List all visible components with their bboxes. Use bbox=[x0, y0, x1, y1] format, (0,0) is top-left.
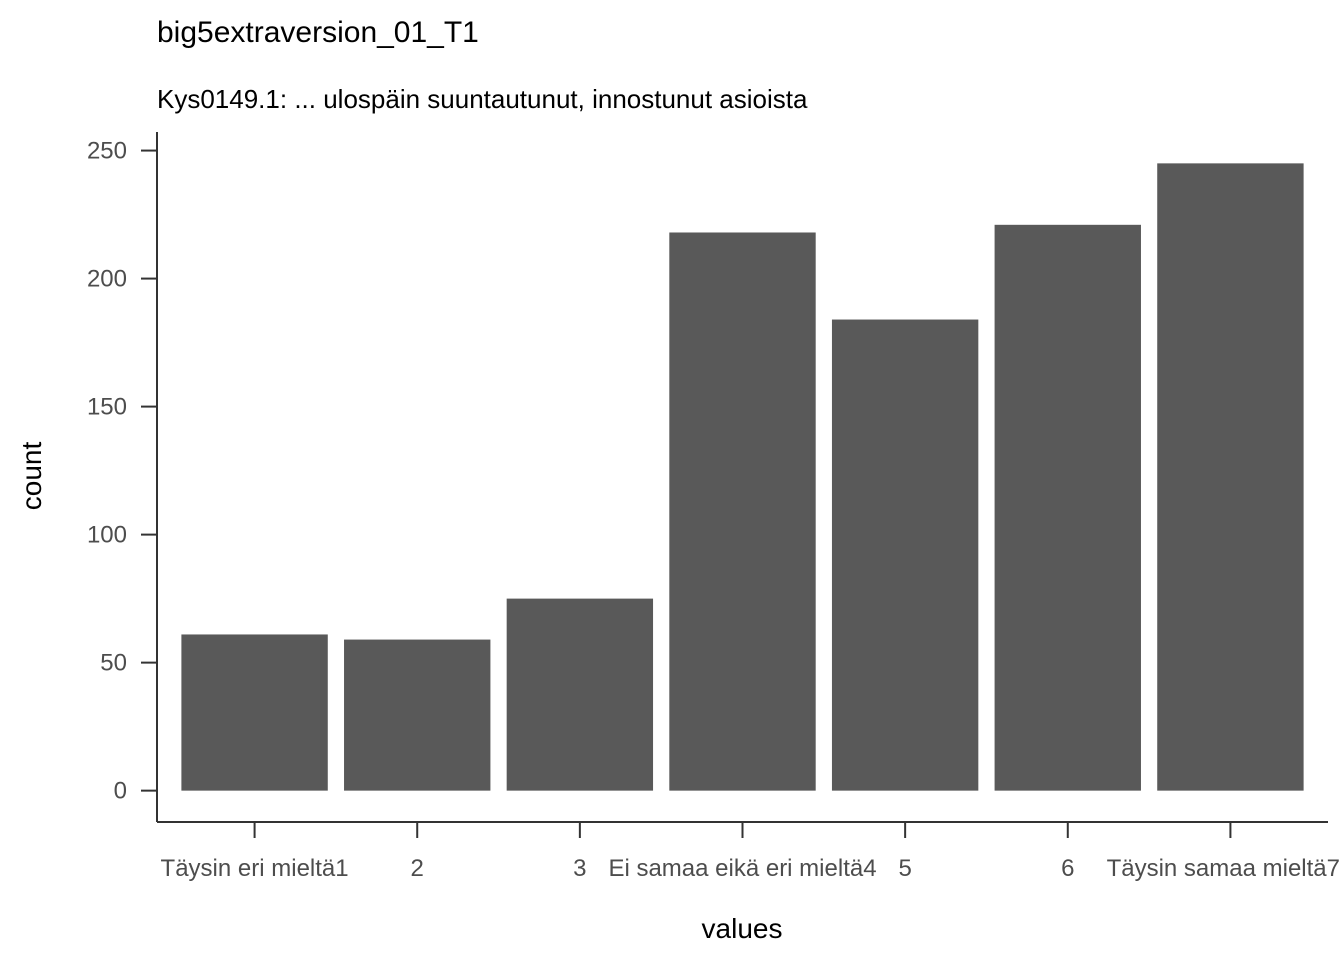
y-tick-label: 50 bbox=[100, 650, 127, 677]
x-tick-label: 6 bbox=[1061, 855, 1074, 882]
y-tick-label: 0 bbox=[114, 778, 127, 805]
y-tick-label: 250 bbox=[87, 138, 127, 165]
y-tick-label: 200 bbox=[87, 266, 127, 293]
bar-5 bbox=[831, 319, 979, 791]
x-axis-title: values bbox=[702, 913, 783, 944]
chart-subtitle: Kys0149.1: ... ulospäin suuntautunut, in… bbox=[157, 84, 808, 114]
bar-4 bbox=[669, 232, 816, 791]
y-tick-label: 150 bbox=[87, 394, 127, 421]
x-tick-label: Ei samaa eikä eri mieltä4 bbox=[608, 855, 876, 882]
bar-2 bbox=[344, 639, 491, 791]
bar-7 bbox=[1157, 163, 1304, 791]
bars-group bbox=[181, 163, 1304, 791]
x-tick-label: 3 bbox=[573, 855, 586, 882]
y-tick-label: 100 bbox=[87, 522, 127, 549]
y-axis: 0 50 100 150 200 250 bbox=[87, 132, 158, 822]
x-axis: Täysin eri mieltä1 2 3 Ei samaa eikä eri mi… bbox=[157, 821, 1340, 882]
chart-title: big5extraversion_01_T1 bbox=[157, 16, 479, 49]
x-tick-label: 2 bbox=[411, 855, 424, 882]
x-tick-label: Täysin eri mieltä1 bbox=[161, 855, 349, 882]
x-tick-label: Täysin samaa mieltä7 bbox=[1107, 855, 1340, 882]
bar-1 bbox=[181, 634, 328, 791]
y-axis-title: count bbox=[16, 442, 47, 511]
bar-6 bbox=[994, 224, 1141, 791]
x-tick-label: 5 bbox=[898, 855, 911, 882]
bar-3 bbox=[506, 598, 654, 791]
